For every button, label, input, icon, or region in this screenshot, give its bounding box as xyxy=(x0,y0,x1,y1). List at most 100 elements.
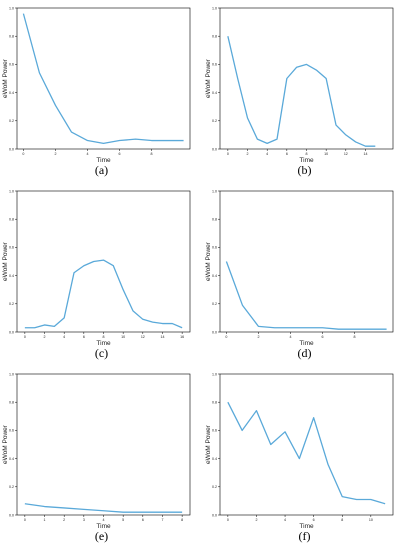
caption-f: (f) xyxy=(298,529,311,543)
y-tick-label-e: 0.6 xyxy=(9,429,14,433)
y-tick-label-a: 0.4 xyxy=(9,91,14,95)
x-tick-label-e: 3 xyxy=(83,518,85,522)
y-axis-label-d: eWoM Power xyxy=(205,241,212,281)
x-tick-label-e: 5 xyxy=(122,518,124,522)
x-tick-label-e: 8 xyxy=(181,518,183,522)
y-tick-label-a: 0.6 xyxy=(9,63,14,67)
panel-e: 0.0 0.2 0.4 0.6 0.8 1.0 0 1 2 3 4 5 6 7 8 Time eWoM Powe… xyxy=(0,366,203,549)
chart-b: 0.0 0.2 0.4 0.6 0.8 1.0 0 2 4 6 8 10 12 14 Time eWoM Po… xyxy=(205,6,394,164)
y-tick-label-d: 0.2 xyxy=(212,302,217,306)
caption-d: (d) xyxy=(297,346,312,360)
x-tick-label-f: 0 xyxy=(227,518,229,522)
y-tick-label-d: 0.6 xyxy=(212,246,217,250)
y-tick-label-b: 1.0 xyxy=(212,6,217,10)
x-tick-label-e: 6 xyxy=(142,518,144,522)
series-line-c xyxy=(24,259,183,329)
x-tick-label-c: 10 xyxy=(121,335,125,339)
panel-d: 0.0 0.2 0.4 0.6 0.8 1.0 0 2 4 6 8 Time eWoM Power (d… xyxy=(203,183,406,366)
x-tick-label-a: 2 xyxy=(54,152,56,156)
caption-c: (c) xyxy=(94,346,109,360)
y-axis-label-e: eWoM Power xyxy=(2,424,9,464)
y-tick-label-e: 0.0 xyxy=(9,513,14,517)
y-tick-label-a: 1.0 xyxy=(9,6,14,10)
plot-frame-a xyxy=(16,7,191,150)
x-axis-label-b: Time xyxy=(299,157,314,164)
x-tick-label-c: 2 xyxy=(44,335,46,339)
x-tick-label-c: 12 xyxy=(141,335,145,339)
chart-d: 0.0 0.2 0.4 0.6 0.8 1.0 0 2 4 6 8 Time eWoM Power xyxy=(205,189,394,347)
y-tick-label-c: 0.2 xyxy=(9,302,14,306)
y-axis-label-f: eWoM Power xyxy=(205,424,212,464)
x-tick-label-e: 1 xyxy=(44,518,46,522)
y-tick-label-e: 0.2 xyxy=(9,485,14,489)
y-tick-label-d: 0.4 xyxy=(212,274,217,278)
y-tick-label-c: 0.4 xyxy=(9,274,14,278)
y-tick-label-f: 1.0 xyxy=(212,372,217,376)
x-tick-label-b: 12 xyxy=(344,152,348,156)
x-tick-label-e: 2 xyxy=(63,518,65,522)
y-tick-label-a: 0.0 xyxy=(9,147,14,151)
x-tick-label-d: 6 xyxy=(322,335,324,339)
y-tick-label-f: 0.2 xyxy=(212,485,217,489)
y-tick-label-d: 0.8 xyxy=(212,218,217,222)
x-tick-label-d: 4 xyxy=(289,335,291,339)
y-tick-label-f: 0.4 xyxy=(212,457,217,461)
x-tick-label-b: 2 xyxy=(247,152,249,156)
y-tick-label-a: 0.8 xyxy=(9,35,14,39)
chart-f: 0.0 0.2 0.4 0.6 0.8 1.0 0 2 4 6 8 10 Time eWoM Power xyxy=(205,372,394,530)
x-axis-label-d: Time xyxy=(299,340,314,347)
y-tick-label-b: 0.6 xyxy=(212,63,217,67)
chart-e: 0.0 0.2 0.4 0.6 0.8 1.0 0 1 2 3 4 5 6 7 8 Time eWoM Powe… xyxy=(2,372,191,530)
x-axis-label-f: Time xyxy=(299,523,314,530)
panel-f: 0.0 0.2 0.4 0.6 0.8 1.0 0 2 4 6 8 10 Time eWoM Power … xyxy=(203,366,406,549)
x-tick-label-e: 7 xyxy=(161,518,163,522)
y-tick-label-e: 0.8 xyxy=(9,401,14,405)
series-line-d xyxy=(225,261,387,330)
series-line-b xyxy=(227,36,376,147)
y-tick-label-c: 1.0 xyxy=(9,189,14,193)
y-tick-label-a: 0.2 xyxy=(9,119,14,123)
y-tick-label-f: 0.8 xyxy=(212,401,217,405)
x-tick-label-f: 6 xyxy=(313,518,315,522)
x-tick-label-a: 6 xyxy=(119,152,121,156)
x-tick-label-d: 0 xyxy=(225,335,227,339)
caption-e: (e) xyxy=(94,529,109,543)
y-tick-label-e: 1.0 xyxy=(9,372,14,376)
series-line-f xyxy=(227,401,386,505)
y-tick-label-b: 0.0 xyxy=(212,147,217,151)
panel-a: 0.0 0.2 0.4 0.6 0.8 1.0 0 2 4 6 8 Time eWoM Power (a… xyxy=(0,0,203,183)
x-tick-label-f: 4 xyxy=(284,518,286,522)
y-tick-label-b: 0.4 xyxy=(212,91,217,95)
y-tick-label-c: 0.0 xyxy=(9,330,14,334)
y-tick-label-f: 0.6 xyxy=(212,429,217,433)
plot-frame-b xyxy=(219,7,394,150)
x-tick-label-b: 6 xyxy=(286,152,288,156)
caption-a: (a) xyxy=(94,163,109,177)
y-axis-label-b: eWoM Power xyxy=(205,58,212,98)
panel-c: 0.0 0.2 0.4 0.6 0.8 1.0 0 2 4 6 8 10 12 14 16 Time eWoM … xyxy=(0,183,203,366)
plot-frame-f xyxy=(219,373,394,516)
x-tick-label-f: 8 xyxy=(341,518,343,522)
x-tick-label-c: 14 xyxy=(160,335,164,339)
chart-c: 0.0 0.2 0.4 0.6 0.8 1.0 0 2 4 6 8 10 12 14 16 Time eWoM … xyxy=(2,189,191,347)
y-tick-label-f: 0.0 xyxy=(212,513,217,517)
x-tick-label-b: 4 xyxy=(266,152,268,156)
plot-frame-c xyxy=(16,190,191,333)
x-tick-label-b: 10 xyxy=(324,152,328,156)
x-tick-label-f: 2 xyxy=(255,518,257,522)
y-tick-label-d: 0.0 xyxy=(212,330,217,334)
y-tick-label-c: 0.6 xyxy=(9,246,14,250)
x-axis-label-a: Time xyxy=(96,157,111,164)
series-line-e xyxy=(24,503,183,513)
plot-frame-e xyxy=(16,373,191,516)
series-line-a xyxy=(22,13,184,145)
x-tick-label-b: 0 xyxy=(227,152,229,156)
x-tick-label-d: 8 xyxy=(354,335,356,339)
y-tick-label-b: 0.2 xyxy=(212,119,217,123)
x-tick-label-f: 10 xyxy=(369,518,373,522)
y-tick-label-b: 0.8 xyxy=(212,35,217,39)
y-axis-label-c: eWoM Power xyxy=(2,241,9,281)
x-axis-label-e: Time xyxy=(96,523,111,530)
y-tick-label-e: 0.4 xyxy=(9,457,14,461)
x-tick-label-d: 2 xyxy=(257,335,259,339)
